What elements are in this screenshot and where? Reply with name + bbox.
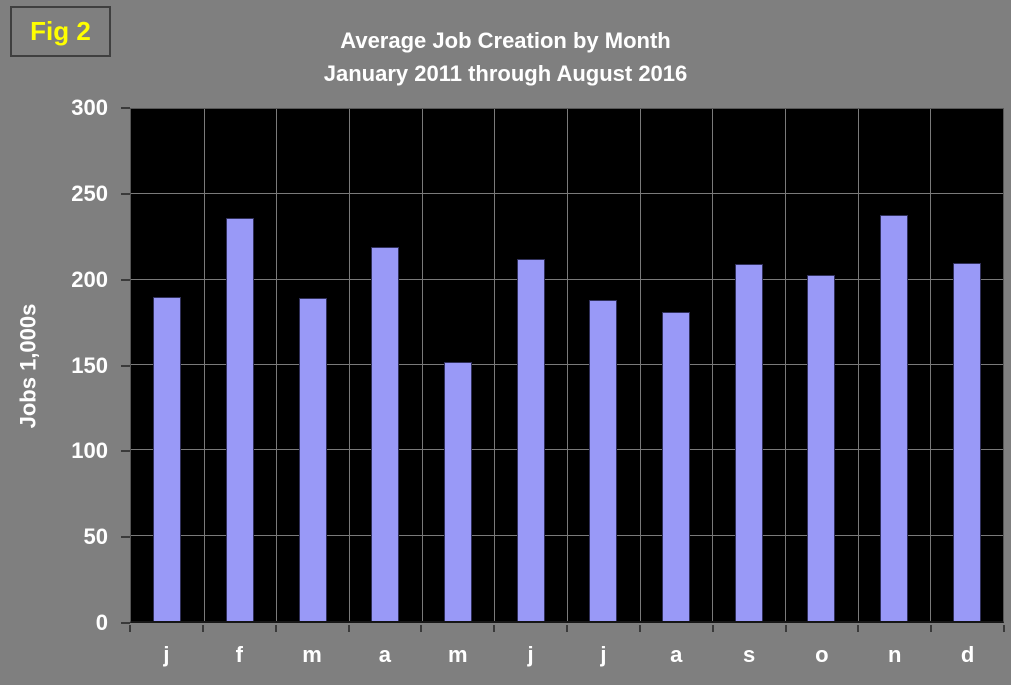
x-tick-mark-8	[711, 625, 714, 632]
x-tick-label-d-12: d	[960, 642, 975, 667]
gridline-v-10	[857, 109, 859, 621]
bar-m-3	[298, 298, 327, 621]
bar-a-4	[371, 247, 400, 621]
y-tick-mark-300	[121, 107, 130, 109]
x-tick-mark-2	[274, 625, 277, 632]
y-tick-mark-50	[121, 536, 130, 539]
chart-title-line1: Average Job Creation by Month	[340, 28, 671, 53]
bar-j-7	[589, 300, 618, 621]
y-tick-label-0: 0	[95, 610, 108, 635]
gridline-v-7	[639, 109, 641, 621]
y-tick-label-150: 150	[71, 352, 108, 378]
gridline-v-3	[349, 109, 350, 621]
x-tick-label-m-5: m	[447, 642, 468, 667]
y-axis: 0 50 100 150 200 250 300	[0, 95, 122, 635]
x-tick-label-n-11: n	[888, 642, 902, 667]
gridline-v-2	[276, 109, 278, 621]
y-tick-label-50: 50	[83, 524, 108, 550]
x-tick-mark-4	[420, 625, 423, 632]
bar-o-10	[807, 274, 836, 621]
gridline-v-1	[203, 109, 205, 621]
plot-area	[130, 108, 1004, 623]
x-tick-label-f-2: f	[235, 642, 243, 667]
gridline-v-4	[421, 109, 423, 621]
x-tick-label-a-4: a	[378, 642, 392, 667]
y-tick-label-200: 200	[71, 266, 108, 292]
x-tick-mark-9	[784, 625, 787, 632]
bar-f-2	[226, 218, 254, 621]
gridline-v-6	[567, 109, 568, 621]
bar-n-11	[880, 214, 908, 621]
x-tick-mark-10	[857, 625, 860, 632]
x-tick-mark-5	[493, 625, 496, 632]
x-tick-label-j-6: j	[527, 642, 534, 667]
x-tick-label-j-1: j	[163, 642, 170, 667]
x-tick-mark-11	[930, 625, 933, 632]
x-tick-mark-6	[566, 625, 568, 632]
bar-j-1	[153, 296, 182, 621]
bar-d-12	[952, 262, 981, 621]
y-tick-label-100: 100	[71, 438, 108, 464]
figure-label-text: Fig 2	[30, 16, 91, 46]
x-tick-mark-3	[347, 625, 350, 632]
x-tick-mark-0	[129, 625, 131, 632]
x-tick-label-a-8: a	[670, 642, 683, 667]
y-tick-mark-150	[121, 364, 130, 367]
chart-title-line2: January 2011 through August 2016	[323, 61, 688, 86]
y-tick-mark-100	[121, 450, 130, 453]
x-tick-mark-12	[1003, 625, 1005, 632]
bar-j-6	[516, 259, 545, 621]
y-tick-label-250: 250	[71, 180, 108, 206]
x-tick-label-s-9: s	[742, 642, 756, 667]
y-tick-label-300: 300	[71, 95, 108, 120]
x-tick-mark-1	[201, 625, 204, 632]
y-tick-mark-0	[121, 622, 130, 624]
bar-m-5	[444, 361, 472, 621]
bar-a-8	[662, 312, 690, 621]
y-tick-mark-250	[121, 192, 130, 195]
x-tick-label-m-3: m	[302, 642, 322, 667]
y-tick-mark-200	[121, 278, 130, 281]
x-tick-mark-7	[638, 625, 641, 632]
chart-title: Average Job Creation by Month January 20…	[0, 24, 1011, 90]
gridline-v-11	[930, 109, 932, 621]
gridline-v-5	[494, 109, 496, 621]
gridline-v-9	[785, 109, 786, 621]
x-tick-label-o-10: o	[815, 642, 829, 667]
x-tick-label-j-7: j	[600, 642, 607, 667]
gridline-v-8	[712, 109, 714, 621]
figure-label: Fig 2	[10, 6, 111, 57]
bar-s-9	[734, 264, 763, 621]
